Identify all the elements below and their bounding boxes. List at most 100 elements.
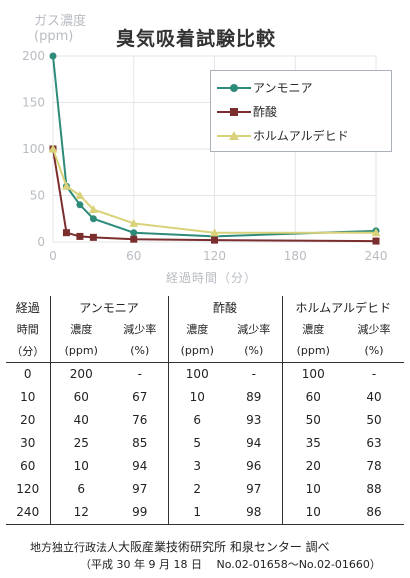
- table-cell: 60: [281, 385, 344, 409]
- footer-org-prefix: 地方独立行政法人: [30, 541, 118, 554]
- table-cell: 96: [246, 459, 262, 473]
- header-unit-percent: (%): [226, 340, 282, 363]
- footer-note: （平成 30 年 9 月 18 日 No.02-01658～No.02-0166…: [80, 558, 381, 571]
- legend-marker-square: [217, 108, 251, 116]
- data-point: [89, 233, 97, 241]
- row-time-cell: 0: [23, 367, 32, 381]
- legend-label: ホルムアルデヒド: [253, 129, 349, 143]
- footer-source: 地方独立行政法人大阪産業技術研究所 和泉センター 調べ: [30, 538, 330, 555]
- row-time-cell: 30: [20, 436, 36, 450]
- header-unit-percent: (%): [344, 340, 404, 363]
- table-cell: 50: [366, 413, 382, 427]
- row-time-cell: 10: [20, 390, 36, 404]
- x-axis-label: 経過時間（分）: [166, 271, 258, 285]
- legend-item-formaldehyde: ホルムアルデヒド: [211, 125, 391, 147]
- data-point: [372, 237, 380, 245]
- y-tick-label: 50: [30, 189, 45, 203]
- table-cell: 10: [49, 454, 112, 478]
- x-tick-label: 240: [365, 249, 388, 263]
- header-unit-ppm: (ppm): [49, 340, 112, 363]
- legend-item-ammonia: アンモニア: [211, 77, 391, 99]
- table-cell: 94: [132, 459, 148, 473]
- table-cell: 6: [49, 477, 112, 501]
- header-time: 時間: [16, 323, 39, 336]
- table-cell: 6: [167, 408, 226, 432]
- table-cell: 12: [49, 500, 112, 525]
- data-point: [49, 52, 57, 60]
- table-cell: 98: [226, 500, 282, 525]
- table-cell: 40: [366, 390, 382, 404]
- footer-org-name: 大阪産業技術研究所 和泉センター 調べ: [118, 540, 330, 554]
- table-cell: 100: [281, 362, 344, 386]
- table-cell: 60: [49, 385, 112, 409]
- header-reduction: 減少率: [357, 323, 391, 336]
- header-unit-ppm: (ppm): [281, 340, 344, 363]
- data-point: [76, 201, 84, 209]
- header-minutes: （分）: [6, 340, 50, 363]
- table-cell: 88: [366, 482, 382, 496]
- header-reduction: 減少率: [237, 323, 271, 336]
- table-cell: 5: [167, 431, 226, 455]
- header-group-formaldehyde: ホルムアルデヒド: [281, 296, 404, 318]
- data-table: 経過 アンモニア 酢酸 ホルムアルデヒド 時間 濃度 減少率 濃度 減少率 濃度…: [6, 296, 404, 525]
- table-row: 120 6 97 2 97 10 88: [6, 477, 404, 501]
- x-tick-label: 0: [49, 249, 57, 263]
- data-point: [89, 215, 97, 223]
- table-cell: -: [137, 367, 142, 381]
- row-time-cell: 60: [20, 459, 36, 473]
- row-time-cell: 120: [16, 482, 40, 496]
- legend-item-acetic-acid: 酢酸: [211, 101, 391, 123]
- y-tick-label: 200: [22, 49, 45, 63]
- table-cell: 35: [281, 431, 344, 455]
- header-group-acetic-acid: 酢酸: [167, 296, 282, 318]
- x-tick-label: 180: [284, 249, 307, 263]
- table-body: 0 200-100-100-10 60 67 10 89 60 40 20 40 76 6 93 50 50…: [6, 362, 404, 525]
- chart-title: 臭気吸着試験比較: [116, 28, 277, 50]
- chart-panel: 0 60 120 180 240 0 50 100 150 200 ガス濃度 (ppm) 臭気吸着…: [6, 4, 404, 290]
- data-point: [210, 228, 219, 237]
- table-cell: 20: [281, 454, 344, 478]
- data-point: [76, 232, 84, 240]
- data-point: [211, 236, 218, 244]
- table-cell: 97: [132, 482, 148, 496]
- data-point: [62, 229, 70, 237]
- chart-legend: アンモニア 酢酸 ホルムアルデヒド: [210, 70, 392, 152]
- table-cell: 40: [49, 408, 112, 432]
- header-elapsed: 経過: [15, 300, 40, 315]
- table-row: 30 25 85 5 94 35 63: [6, 431, 404, 455]
- header-concentration: 濃度: [49, 318, 112, 340]
- data-point: [48, 144, 58, 153]
- table-row: 20 40 76 6 93 50 50: [6, 408, 404, 432]
- y-tick-label: 150: [22, 96, 45, 110]
- header-concentration: 濃度: [167, 318, 226, 340]
- legend-label: 酢酸: [253, 105, 278, 119]
- table-cell: -: [371, 367, 377, 381]
- table-cell: 10: [281, 477, 344, 501]
- data-point: [130, 235, 138, 243]
- header-group-ammonia: アンモニア: [49, 296, 168, 318]
- table-cell: 1: [167, 500, 226, 525]
- data-point: [130, 229, 138, 237]
- y-tick-label: 100: [22, 142, 45, 156]
- x-tick-label: 120: [203, 249, 226, 263]
- data-point: [61, 181, 71, 190]
- table-row: 60 10 94 3 96 20 78: [6, 454, 404, 478]
- table-cell: 25: [49, 431, 112, 455]
- table-cell: 50: [281, 408, 344, 432]
- data-point: [88, 204, 98, 213]
- table-cell: 99: [112, 500, 168, 525]
- header-unit-ppm: (ppm): [167, 340, 226, 363]
- y-axis-title: ガス濃度: [34, 14, 87, 29]
- y-axis-unit: (ppm): [34, 29, 74, 44]
- data-point: [129, 218, 139, 227]
- row-time-cell: 240: [6, 500, 50, 525]
- table-cell: 3: [167, 454, 226, 478]
- table-cell: 100: [167, 362, 226, 386]
- legend-marker-circle: [217, 84, 251, 92]
- data-point: [371, 228, 381, 237]
- y-axis-label: ガス濃度 (ppm): [34, 14, 86, 44]
- table-cell: 86: [344, 500, 404, 525]
- table-cell: 89: [246, 390, 262, 404]
- table-cell: 85: [132, 436, 148, 450]
- table-row: 10 60 67 10 89 60 40: [6, 385, 404, 409]
